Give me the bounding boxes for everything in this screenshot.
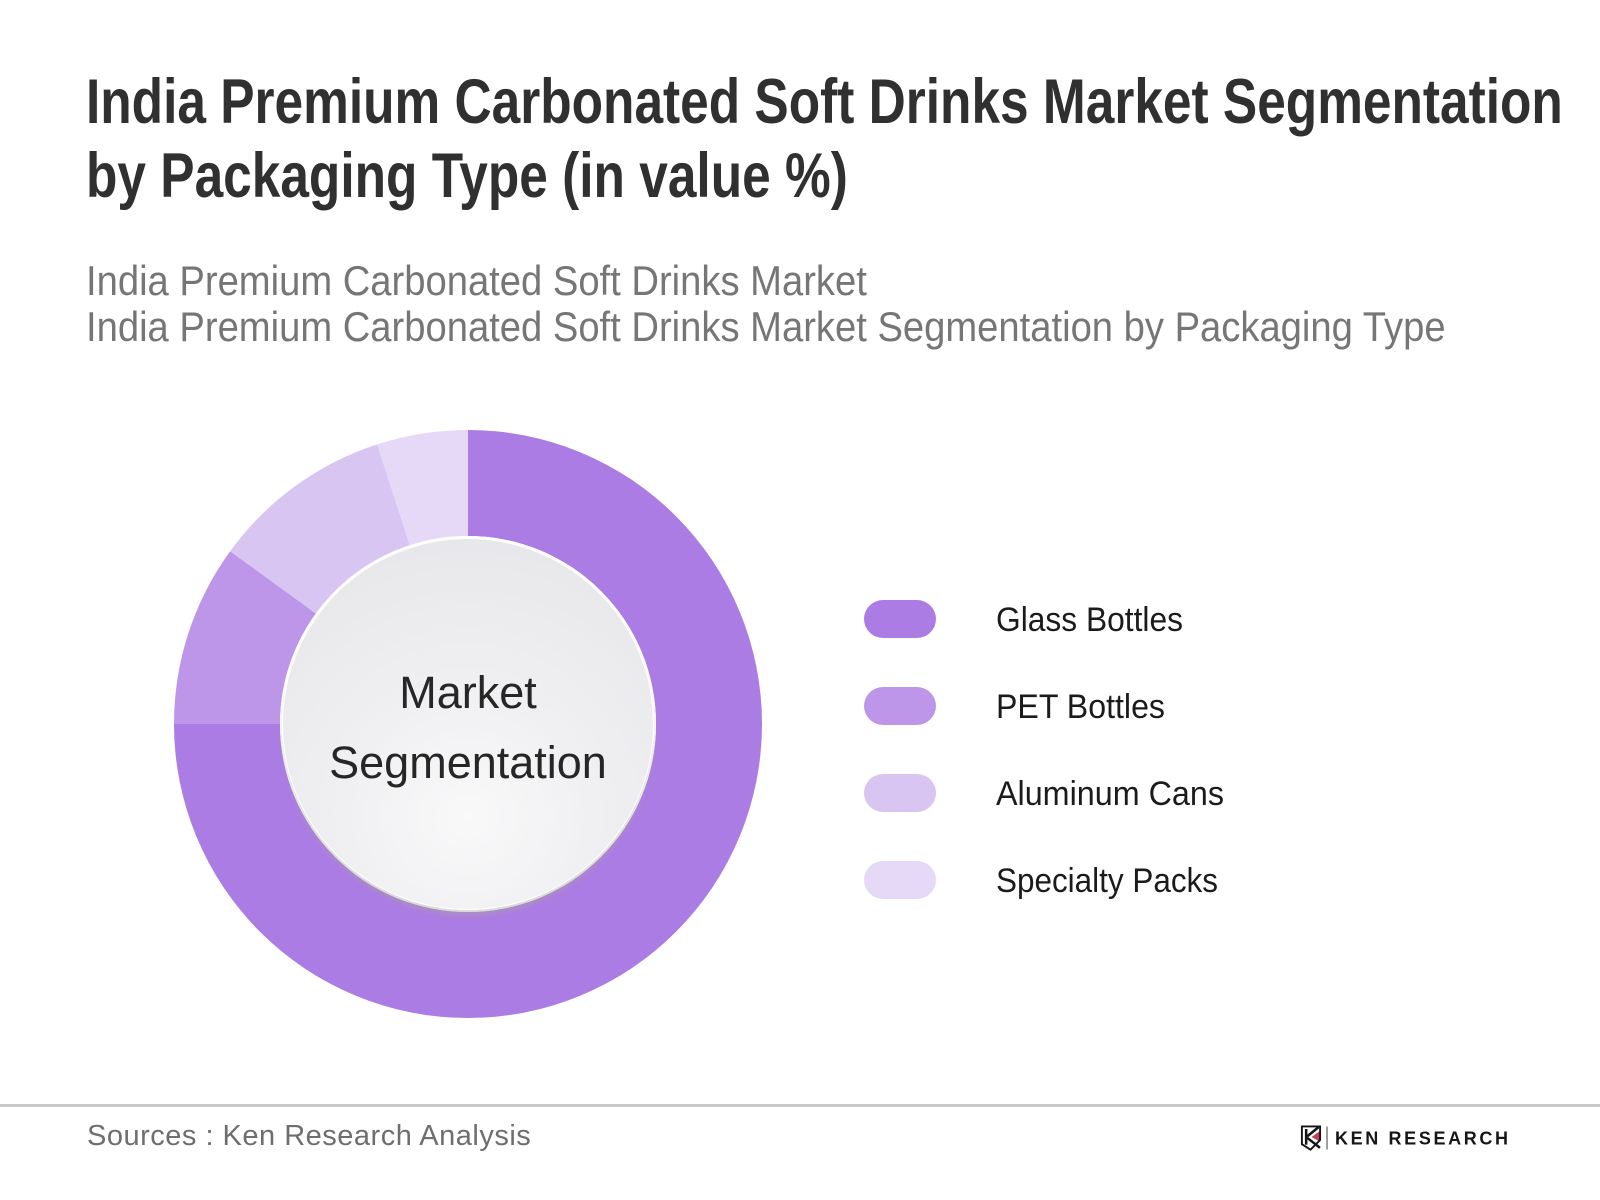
svg-text:Glass Bottles: Glass Bottles	[996, 601, 1183, 639]
svg-text:Segmentation: Segmentation	[329, 737, 607, 788]
svg-text:PET Bottles: PET Bottles	[996, 688, 1165, 726]
svg-text:Market: Market	[399, 667, 537, 718]
svg-text:Aluminum Cans: Aluminum Cans	[996, 775, 1224, 813]
svg-text:KEN RESEARCH: KEN RESEARCH	[1335, 1129, 1509, 1149]
svg-text:Specialty Packs: Specialty Packs	[996, 862, 1218, 900]
